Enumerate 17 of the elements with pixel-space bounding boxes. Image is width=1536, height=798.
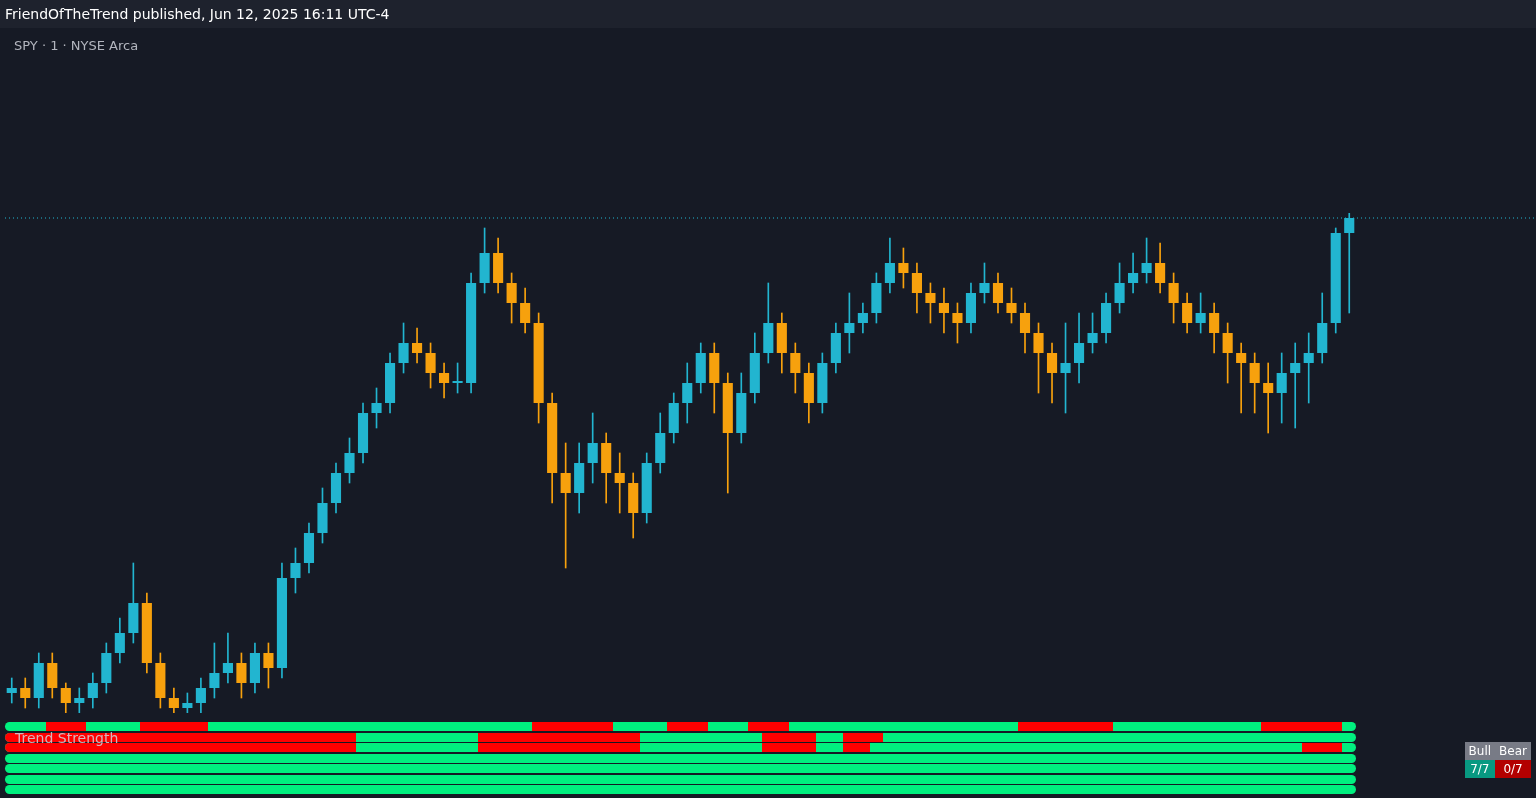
candlestick: [614, 452, 625, 514]
candlestick: [1303, 332, 1314, 404]
candlestick: [938, 287, 950, 334]
text: Bull: [1464, 742, 1496, 760]
text: 0/7: [1495, 760, 1531, 778]
chart-title: SPY · 1 · NYSE Arca: [14, 38, 139, 53]
candlestick: [74, 687, 85, 713]
candlestick: [1236, 342, 1247, 414]
text: Trend Strength: [15, 730, 119, 746]
candlestick: [1263, 362, 1274, 434]
text: Bear: [1495, 742, 1531, 760]
candlestick: [1290, 342, 1301, 429]
text: FriendOfTheTrend published, Jun 12, 2025 16:11 UTC-4: [5, 6, 390, 22]
candlestick: [222, 632, 233, 684]
candlestick: [1128, 252, 1139, 294]
candlestick: [6, 677, 17, 704]
text: 7/7: [1464, 760, 1496, 778]
